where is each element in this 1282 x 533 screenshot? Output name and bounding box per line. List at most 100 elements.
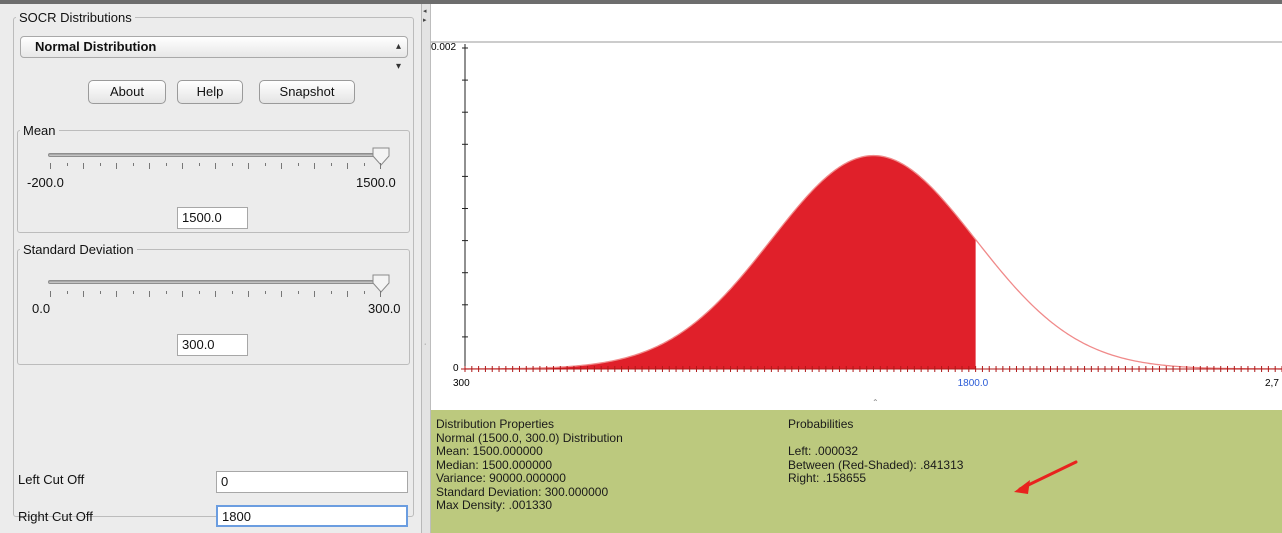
mean-min-label: -200.0 <box>27 175 64 190</box>
slider-tick <box>330 291 332 294</box>
properties-heading: Distribution Properties <box>436 417 555 431</box>
mean-max-label: 1500.0 <box>356 175 396 190</box>
property-line: Normal (1500.0, 300.0) Distribution <box>436 430 623 445</box>
slider-tick <box>264 163 266 166</box>
sd-slider-track[interactable] <box>48 280 382 284</box>
property-line: Standard Deviation: 300.000000 <box>436 484 609 499</box>
slider-tick <box>281 163 282 169</box>
slider-tick <box>248 291 249 297</box>
slider-tick <box>83 163 84 169</box>
split-pane-divider[interactable]: ◂ ▸ · <box>422 4 431 533</box>
probabilities-spacer <box>788 432 963 446</box>
slider-tick <box>165 291 167 294</box>
slider-tick <box>50 163 51 169</box>
collapse-left-icon[interactable]: ◂ <box>423 8 427 15</box>
slider-tick <box>182 163 183 169</box>
snapshot-button[interactable]: Snapshot <box>259 80 355 104</box>
slider-tick <box>99 291 101 294</box>
sd-min-label: 0.0 <box>32 301 51 316</box>
sd-slider-thumb[interactable] <box>372 274 390 294</box>
property-line: Mean: 1500.000000 <box>436 444 543 458</box>
sd-value-field[interactable]: 300.0 <box>177 334 248 356</box>
properties-panel: Distribution Properties Normal (1500.0, … <box>431 410 1282 533</box>
slider-tick <box>231 163 233 166</box>
distribution-select-value: Normal Distribution <box>35 39 157 54</box>
slider-tick <box>347 163 348 169</box>
slider-tick <box>264 291 266 294</box>
slider-tick <box>248 163 249 169</box>
sd-group: Standard Deviation <box>17 242 410 365</box>
expand-right-icon[interactable]: ▸ <box>423 17 427 24</box>
mean-slider-track[interactable] <box>48 153 382 157</box>
window-top-edge <box>0 0 1282 4</box>
sd-max-label: 300.0 <box>368 301 401 316</box>
about-button[interactable]: About <box>88 80 166 104</box>
property-line: Variance: 90000.000000 <box>436 471 566 485</box>
slider-tick <box>50 291 51 297</box>
plot-area: 0.002 0 300 1800.0 2,7 ⌃ <box>431 4 1282 407</box>
socr-distributions-group: SOCR Distributions <box>13 10 414 517</box>
probability-between: Between (Red-Shaded): .841313 <box>788 457 964 472</box>
shaded-probability-area <box>465 155 976 369</box>
resize-grip-icon[interactable]: ⌃ <box>872 398 879 407</box>
mean-group: Mean <box>17 123 410 233</box>
slider-tick <box>297 163 299 166</box>
property-line: Median: 1500.000000 <box>436 457 553 472</box>
slider-tick <box>198 291 200 294</box>
density-curve <box>464 154 1282 370</box>
mean-slider-thumb[interactable] <box>372 147 390 167</box>
probabilities: Probabilities Left: .000032 Between (Red… <box>788 417 964 486</box>
property-line: Max Density: .001330 <box>436 498 553 512</box>
group-title: SOCR Distributions <box>19 10 132 25</box>
mean-label: Mean <box>23 123 56 138</box>
x-axis-cutoff-label: 1800.0 <box>958 378 989 389</box>
left-cutoff-input[interactable]: 0 <box>216 471 408 493</box>
slider-tick <box>380 291 381 297</box>
slider-tick <box>165 163 167 166</box>
y-axis-zero-label: 0 <box>453 363 459 374</box>
divider-grip-icon: · <box>424 341 427 348</box>
slider-tick <box>116 163 117 169</box>
sd-label: Standard Deviation <box>23 242 134 257</box>
red-arrow-annotation <box>1014 460 1078 494</box>
probabilities-heading: Probabilities <box>788 417 854 431</box>
y-axis-max-label: 0.002 <box>431 42 456 53</box>
mean-value-field[interactable]: 1500.0 <box>177 207 248 229</box>
x-axis-min-label: 300 <box>453 378 470 389</box>
slider-tick <box>281 291 282 297</box>
distribution-properties: Distribution Properties Normal (1500.0, … <box>436 417 623 513</box>
select-arrows-icon: ▴ ▾ <box>395 41 401 72</box>
right-cutoff-label: Right Cut Off <box>18 509 93 524</box>
slider-tick <box>66 163 68 166</box>
slider-tick <box>66 291 68 294</box>
mean-slider-ticks <box>50 163 381 173</box>
sd-slider-ticks <box>50 291 381 301</box>
left-cutoff-label: Left Cut Off <box>18 472 85 487</box>
slider-tick <box>83 291 84 297</box>
slider-tick <box>149 163 150 169</box>
slider-tick <box>297 291 299 294</box>
slider-tick <box>99 163 101 166</box>
help-button[interactable]: Help <box>177 80 243 104</box>
slider-tick <box>215 291 216 297</box>
right-cutoff-input[interactable]: 1800 <box>216 505 408 527</box>
slider-tick <box>363 291 365 294</box>
slider-tick <box>132 163 134 166</box>
slider-tick <box>363 163 365 166</box>
distribution-chart: 0.002 0 300 1800.0 2,7 ⌃ <box>431 41 1282 407</box>
slider-tick <box>182 291 183 297</box>
slider-tick <box>149 291 150 297</box>
control-panel: SOCR Distributions Normal Distribution ▴… <box>0 4 422 533</box>
slider-tick <box>231 291 233 294</box>
slider-tick <box>347 291 348 297</box>
slider-tick <box>132 291 134 294</box>
probability-left: Left: .000032 <box>788 444 859 458</box>
probability-right: Right: .158655 <box>788 471 867 485</box>
x-axis-max-label: 2,7 <box>1265 378 1279 389</box>
slider-tick <box>330 163 332 166</box>
slider-tick <box>116 291 117 297</box>
slider-tick <box>215 163 216 169</box>
distribution-select[interactable]: Normal Distribution ▴ ▾ <box>20 36 408 72</box>
slider-tick <box>314 163 315 169</box>
slider-tick <box>198 163 200 166</box>
